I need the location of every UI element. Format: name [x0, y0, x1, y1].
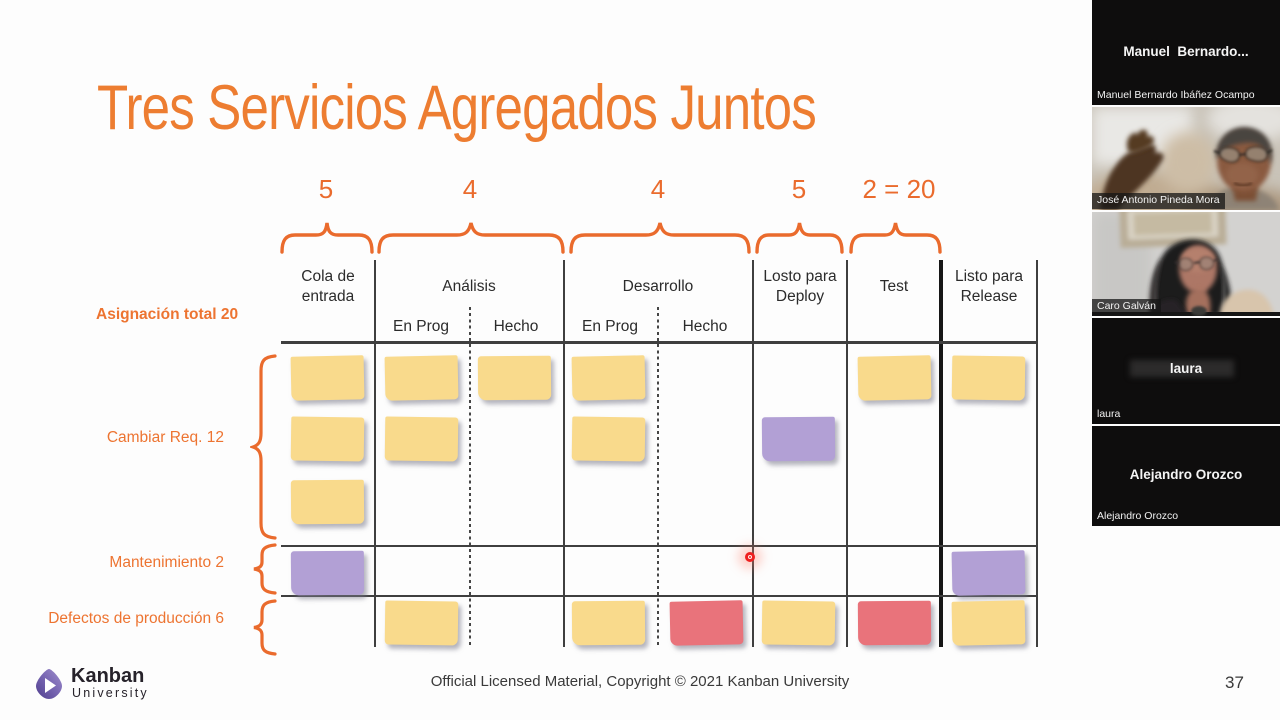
- sticky-note-yellow: [384, 355, 459, 401]
- video-tile-alejandro[interactable]: Alejandro Orozco Alejandro Orozco: [1092, 426, 1280, 526]
- row-label-mantenimiento: Mantenimiento 2: [109, 554, 224, 571]
- table-line-delivery: [939, 260, 943, 647]
- participant-name-label: Manuel Bernardo Ibáñez Ocampo: [1097, 89, 1255, 101]
- footer-copyright: Official Licensed Material, Copyright © …: [430, 673, 850, 690]
- brace-desarrollo: [569, 222, 751, 254]
- col-header-cola: Cola de entrada: [301, 268, 355, 305]
- sticky-note-yellow: [290, 479, 365, 525]
- participant-name-label: José Antonio Pineda Mora: [1092, 193, 1225, 209]
- sticky-note-yellow: [951, 600, 1026, 646]
- kanban-university-logo: Kanban University: [31, 665, 211, 707]
- sub-header-analisis-prog: En Prog: [392, 318, 450, 335]
- brace-cola: [280, 222, 374, 254]
- brace-row-mantenimiento: [253, 543, 277, 595]
- sticky-note-yellow: [290, 355, 365, 401]
- wip-number-test-total: 2 = 20: [862, 174, 936, 204]
- table-line-row1: [281, 545, 1038, 547]
- wip-number-desarrollo: 4: [650, 174, 666, 204]
- sticky-note-yellow: [571, 416, 646, 462]
- row-label-defectos: Defectos de producción 6: [48, 610, 224, 627]
- col-header-release: Listo para Release: [954, 268, 1024, 305]
- col-header-deploy: Losto para Deploy: [763, 268, 837, 305]
- sticky-note-yellow: [951, 355, 1026, 401]
- participant-name-label: laura: [1097, 408, 1121, 420]
- table-line-row2: [281, 595, 1038, 597]
- sub-header-analisis-hecho: Hecho: [493, 318, 539, 335]
- table-line-v6: [1036, 260, 1038, 647]
- col-header-desarrollo: Desarrollo: [622, 278, 694, 295]
- brace-analisis: [377, 222, 565, 254]
- slide-title: Tres Servicios Agregados Juntos: [97, 73, 817, 143]
- sticky-note-yellow: [761, 600, 836, 646]
- table-dash-analisis: [469, 307, 471, 647]
- sticky-note-red: [669, 600, 744, 646]
- row-label-cambiar: Cambiar Req. 12: [106, 429, 224, 446]
- brace-test: [849, 222, 942, 254]
- caro-video-frame: [1092, 212, 1280, 316]
- sticky-note-yellow: [384, 416, 459, 462]
- video-tile-manuel[interactable]: Manuel Bernardo... Manuel Bernardo Ibáñe…: [1092, 0, 1280, 105]
- sticky-note-purple: [761, 416, 836, 462]
- sticky-note-yellow: [290, 416, 365, 462]
- table-line-v3: [752, 260, 754, 647]
- participants-strip: Manuel Bernardo... Manuel Bernardo Ibáñe…: [1092, 0, 1280, 720]
- table-dash-desarrollo: [657, 307, 659, 647]
- table-line-header: [281, 341, 1038, 344]
- table-line-v2: [563, 260, 565, 647]
- logo-text-kanban: Kanban: [71, 665, 145, 687]
- kanban-logo-icon: [36, 669, 62, 699]
- participant-display-name: Alejandro Orozco: [1129, 467, 1243, 482]
- slide-page-number: 37: [1225, 673, 1244, 692]
- table-line-v4: [846, 260, 848, 647]
- col-header-test: Test: [879, 278, 909, 295]
- video-tile-jose[interactable]: José Antonio Pineda Mora: [1092, 107, 1280, 210]
- participant-name-label: Alejandro Orozco: [1097, 510, 1179, 522]
- col-header-analisis: Análisis: [442, 278, 496, 295]
- wip-number-deploy: 5: [791, 174, 807, 204]
- video-tile-caro[interactable]: Caro Galván: [1092, 212, 1280, 316]
- sticky-note-purple: [290, 550, 365, 596]
- sticky-note-yellow: [571, 355, 646, 401]
- sticky-note-red: [857, 600, 932, 646]
- participant-name-label: Caro Galván: [1092, 299, 1161, 315]
- table-line-v1: [374, 260, 376, 647]
- brace-row-defectos: [253, 599, 277, 656]
- sticky-note-yellow: [857, 355, 932, 401]
- laser-pointer-dot: [745, 552, 755, 562]
- sticky-note-yellow: [477, 355, 552, 401]
- allocation-total-label: Asignación total 20: [96, 306, 239, 323]
- participant-display-name: Manuel Bernardo...: [1123, 44, 1249, 59]
- sticky-note-yellow: [571, 600, 646, 646]
- sticky-note-yellow: [384, 600, 459, 646]
- sub-header-des-prog: En Prog: [581, 318, 639, 335]
- participant-display-name: laura: [1169, 361, 1203, 376]
- sticky-note-purple: [951, 550, 1026, 596]
- video-tile-laura[interactable]: laura laura: [1092, 318, 1280, 424]
- brace-deploy: [755, 222, 844, 254]
- sub-header-des-hecho: Hecho: [682, 318, 728, 335]
- wip-number-cola: 5: [318, 174, 334, 204]
- wip-number-analisis: 4: [462, 174, 478, 204]
- brace-row-cambiar: [250, 354, 277, 540]
- logo-text-university: University: [72, 686, 149, 700]
- blurred-band: [1130, 360, 1234, 377]
